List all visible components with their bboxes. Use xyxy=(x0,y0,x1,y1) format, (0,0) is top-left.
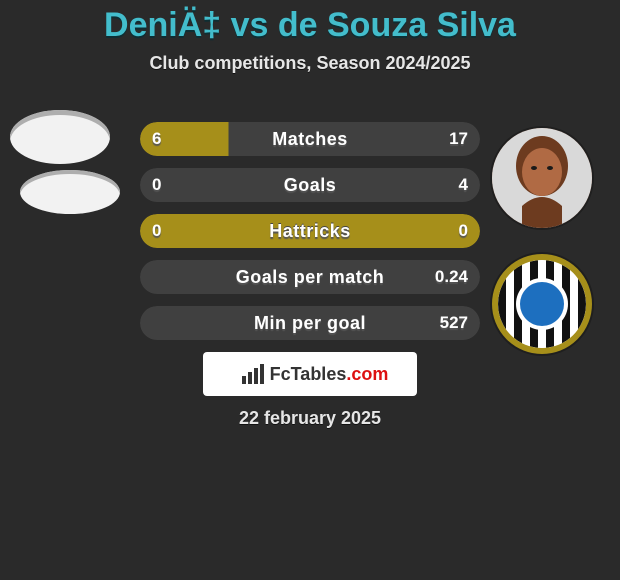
player-silhouette-icon xyxy=(492,128,592,228)
stat-bar-track xyxy=(140,260,480,294)
page-title: DeniÄ‡ vs de Souza Silva xyxy=(0,0,620,45)
date-label: 22 february 2025 xyxy=(0,408,620,429)
club-badge-icon xyxy=(498,260,586,348)
stat-row: 0.24Goals per match xyxy=(140,260,480,294)
stat-bar-track xyxy=(140,168,480,202)
stat-bar-track xyxy=(140,122,480,156)
logo-text: FcTables.com xyxy=(270,352,389,396)
right-player-avatar xyxy=(492,128,592,228)
subtitle: Club competitions, Season 2024/2025 xyxy=(0,53,620,74)
stat-row: 527Min per goal xyxy=(140,306,480,340)
stat-row: 00Hattricks xyxy=(140,214,480,248)
left-player-avatar xyxy=(10,110,110,164)
left-club-avatar xyxy=(20,170,120,214)
stats-container: 617Matches 04Goals 00Hattricks 0.24Goals pe… xyxy=(140,122,480,352)
right-club-avatar xyxy=(492,254,592,354)
stat-bar-track xyxy=(140,306,480,340)
stat-bar-track xyxy=(140,214,480,248)
fctables-logo[interactable]: FcTables.com xyxy=(203,352,417,396)
stat-row: 04Goals xyxy=(140,168,480,202)
bar-chart-icon xyxy=(242,364,266,384)
stat-row: 617Matches xyxy=(140,122,480,156)
